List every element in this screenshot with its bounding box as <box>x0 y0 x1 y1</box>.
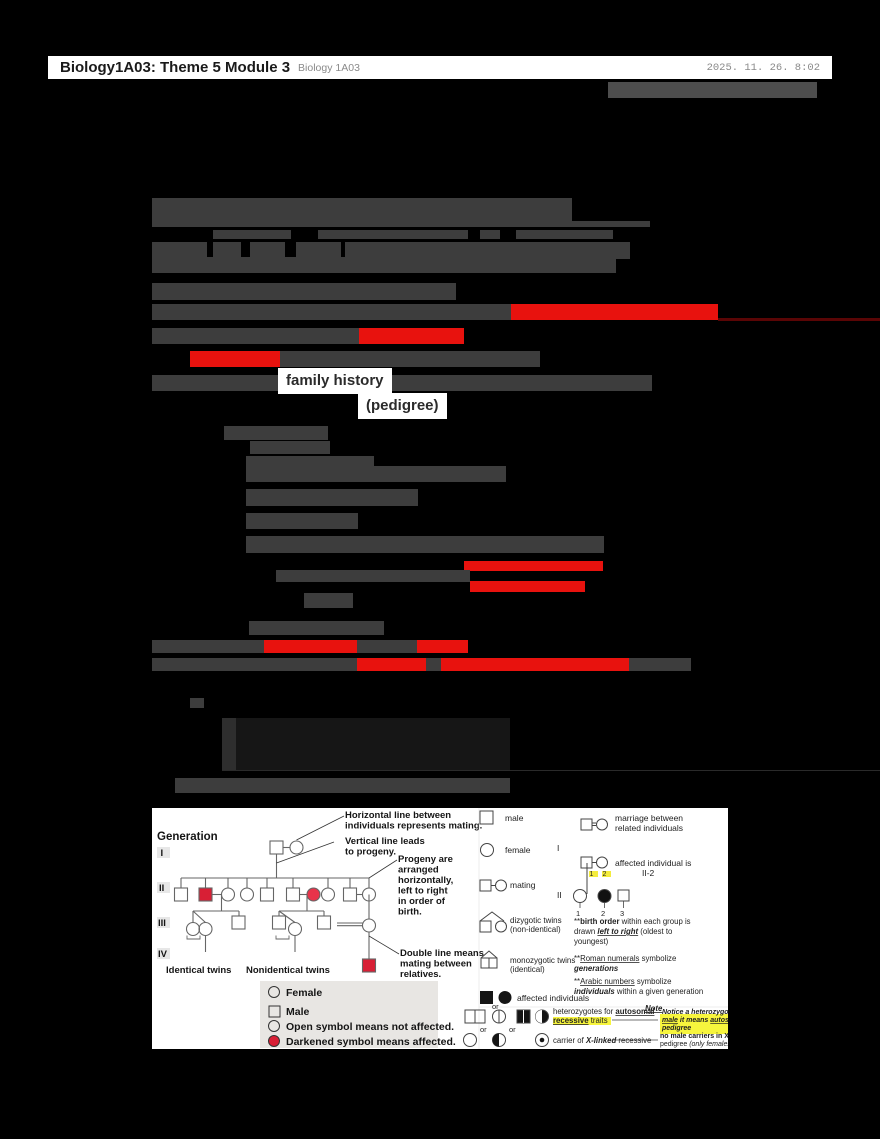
svg-text:recessive traits: recessive traits <box>553 1016 608 1025</box>
svg-text:mating between: mating between <box>400 959 472 970</box>
svg-text:birth.: birth. <box>398 907 422 918</box>
svg-text:horizontally,: horizontally, <box>398 875 453 886</box>
svg-text:or: or <box>492 1002 499 1011</box>
svg-text:1: 1 <box>590 871 594 878</box>
svg-text:II-2: II-2 <box>642 868 655 878</box>
svg-text:arranged: arranged <box>398 865 439 876</box>
svg-text:(identical): (identical) <box>510 965 545 974</box>
svg-text:2: 2 <box>603 871 607 878</box>
svg-text:individuals within a given gen: individuals within a given generation <box>574 987 703 996</box>
svg-text:or: or <box>480 1025 487 1034</box>
svg-text:**Roman numerals symbolize: **Roman numerals symbolize <box>574 954 676 963</box>
svg-text:to progeny.: to progeny. <box>345 847 396 858</box>
svg-text:dizygotic twins: dizygotic twins <box>510 916 562 925</box>
svg-text:relatives.: relatives. <box>400 969 441 980</box>
svg-text:male: male <box>505 813 524 823</box>
svg-text:Darkened symbol means affected: Darkened symbol means affected. <box>286 1036 456 1048</box>
svg-text:monozygotic twins: monozygotic twins <box>510 956 575 965</box>
svg-text:**birth order within each grou: **birth order within each group is <box>574 917 691 926</box>
svg-text:related individuals: related individuals <box>615 823 683 833</box>
svg-text:pedigree: pedigree <box>661 1025 691 1032</box>
svg-text:Female: Female <box>286 987 322 999</box>
svg-text:Generation: Generation <box>157 831 218 843</box>
svg-text:III: III <box>158 918 166 929</box>
svg-text:female: female <box>505 845 531 855</box>
svg-text:Open symbol means not affected: Open symbol means not affected. <box>286 1021 454 1033</box>
svg-text:II: II <box>557 890 562 900</box>
svg-text:affected individual is: affected individual is <box>615 858 691 868</box>
svg-text:Progeny are: Progeny are <box>398 854 453 865</box>
svg-text:Male: Male <box>286 1006 310 1018</box>
svg-text:Nonidentical twins: Nonidentical twins <box>246 965 330 976</box>
svg-text:marriage between: marriage between <box>615 813 683 823</box>
svg-text:generations: generations <box>573 964 619 973</box>
svg-text:in order of: in order of <box>398 896 446 907</box>
svg-text:(non-identical): (non-identical) <box>510 925 561 934</box>
svg-text:carrier of X-linked recessive: carrier of X-linked recessive <box>553 1036 651 1045</box>
svg-text:heterozygotes for autosomal: heterozygotes for autosomal <box>553 1007 654 1016</box>
svg-text:mating: mating <box>510 880 536 890</box>
svg-text:Vertical line leads: Vertical line leads <box>345 836 425 847</box>
svg-text:pedigree (only females): pedigree (only females) <box>660 1041 728 1048</box>
svg-text:I: I <box>557 843 559 853</box>
svg-text:Identical twins: Identical twins <box>166 965 231 976</box>
svg-text:II: II <box>159 883 164 894</box>
svg-text:**Arabic numbers symbolize: **Arabic numbers symbolize <box>574 977 672 986</box>
svg-text:individuals represents mating.: individuals represents mating. <box>345 821 482 832</box>
svg-text:no male carriers in X-linked: no male carriers in X-linked <box>660 1033 728 1040</box>
svg-text:or: or <box>509 1025 516 1034</box>
svg-text:I: I <box>161 848 164 859</box>
svg-text:Notice a heterozygous: Notice a heterozygous <box>662 1009 728 1016</box>
svg-text:youngest): youngest) <box>574 937 609 946</box>
svg-text:IV: IV <box>158 949 168 960</box>
svg-text:Double line means: Double line means <box>400 948 484 959</box>
svg-text:drawn left to right (oldest to: drawn left to right (oldest to <box>574 927 673 936</box>
svg-text:male it means autosomal: male it means autosomal <box>662 1017 728 1024</box>
svg-text:left to right: left to right <box>398 886 448 897</box>
svg-text:Note: Note <box>645 1004 663 1013</box>
svg-text:Horizontal line between: Horizontal line between <box>345 810 451 821</box>
